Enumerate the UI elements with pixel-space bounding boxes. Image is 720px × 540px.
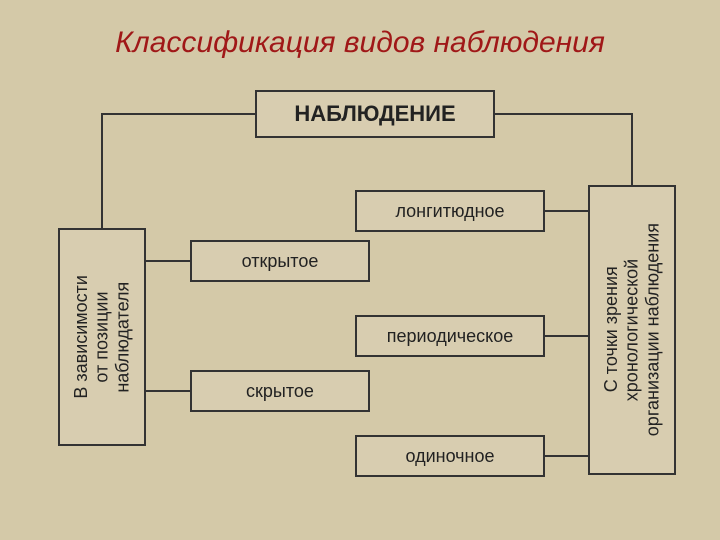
node-periodic-label: периодическое xyxy=(387,326,513,347)
node-long-label: лонгитюдное xyxy=(395,201,504,222)
node-chronological-organization: С точки зрения хронологической организац… xyxy=(588,185,676,475)
node-left-label: В зависимости от позиции наблюдателя xyxy=(71,275,133,399)
node-periodic: периодическое xyxy=(355,315,545,357)
node-depending-on-observer-position: В зависимости от позиции наблюдателя xyxy=(58,228,146,446)
node-root-label: НАБЛЮДЕНИЕ xyxy=(294,101,455,127)
node-right-label: С точки зрения хронологической организац… xyxy=(601,223,663,436)
node-single: одиночное xyxy=(355,435,545,477)
node-single-label: одиночное xyxy=(405,446,494,467)
node-hidden-label: скрытое xyxy=(246,381,314,402)
diagram-canvas: Классификация видов наблюдения НАБЛЮДЕНИ… xyxy=(0,0,720,540)
page-title: Классификация видов наблюдения xyxy=(0,26,720,60)
node-open-label: открытое xyxy=(242,251,319,272)
node-longitudinal: лонгитюдное xyxy=(355,190,545,232)
node-hidden: скрытое xyxy=(190,370,370,412)
node-root: НАБЛЮДЕНИЕ xyxy=(255,90,495,138)
node-open: открытое xyxy=(190,240,370,282)
